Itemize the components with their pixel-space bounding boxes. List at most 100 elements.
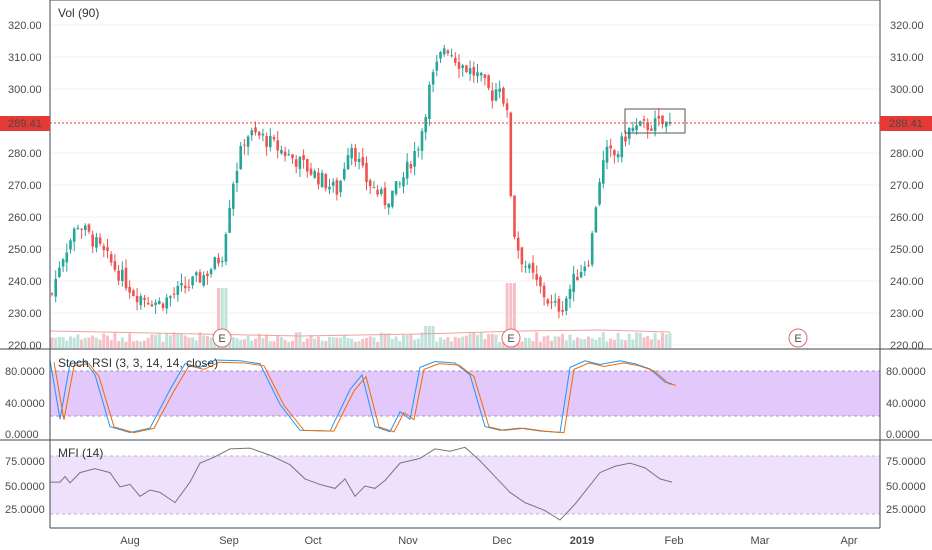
candle-body (84, 225, 87, 231)
volume-bar (631, 339, 635, 348)
candle-body (450, 55, 453, 57)
candle-body (428, 84, 431, 120)
volume-bar (601, 332, 605, 348)
candle-body (246, 136, 250, 147)
volume-bar (353, 341, 357, 348)
price-tick: 240.00 (8, 276, 42, 288)
candle-body (346, 155, 350, 170)
volume-bar (416, 338, 420, 348)
stoch-band (50, 371, 880, 416)
candle-body (91, 234, 94, 247)
volume-bar (72, 337, 76, 348)
time-label: Apr (840, 535, 857, 547)
candle-body (283, 151, 287, 157)
candle-body (398, 183, 402, 185)
time-label: Mar (751, 535, 770, 547)
volume-bar (50, 337, 54, 348)
candle-body (287, 154, 291, 156)
volume-bar (235, 338, 239, 348)
volume-bar (109, 339, 113, 348)
candle-body (491, 90, 494, 101)
candle-body (365, 162, 368, 183)
volume-bar (65, 340, 69, 348)
volume-bar (272, 341, 276, 348)
volume-bar (620, 339, 624, 348)
candle-body (590, 233, 594, 265)
volume-bar (657, 339, 661, 348)
volume-bar (627, 333, 631, 348)
candle-body (620, 136, 624, 158)
volume-bar (298, 332, 302, 348)
volume-bar (76, 334, 80, 348)
candle-body (80, 228, 83, 230)
volume-bar (128, 333, 132, 348)
volume-bar (431, 326, 435, 348)
earnings-marker-2[interactable]: E (501, 328, 521, 348)
stoch-tick: 0.0000 (5, 429, 39, 441)
candle-body (139, 296, 143, 306)
candle-body (124, 267, 128, 289)
volume-bar (146, 337, 150, 348)
earnings-marker-1[interactable]: E (212, 328, 232, 348)
volume-bar (546, 335, 550, 348)
price-tick: 270.00 (890, 180, 924, 192)
volume-bar (649, 339, 653, 348)
volume-bar (402, 335, 405, 348)
candle-body (483, 74, 487, 78)
volume-bar (383, 333, 387, 348)
candle-body (642, 119, 646, 121)
volume-bars (49, 283, 672, 348)
candle-body (317, 172, 320, 185)
candle-body (368, 180, 372, 187)
volume-bar (661, 332, 664, 348)
candle-body (639, 121, 642, 126)
candle-body (65, 252, 69, 263)
candlestick-series[interactable] (50, 44, 672, 319)
volume-bar (542, 336, 546, 348)
volume-bar (291, 341, 294, 348)
candle-body (616, 154, 620, 158)
candle-body (387, 203, 390, 208)
candle-body (206, 273, 209, 277)
svg-text:E: E (794, 333, 801, 345)
candle-body (280, 150, 283, 154)
candle-body (72, 228, 76, 242)
price-tick: 260.00 (8, 212, 42, 224)
stoch-d-line (53, 361, 677, 434)
candle-body (565, 298, 568, 311)
candle-body (357, 158, 361, 163)
volume-bar (339, 337, 343, 348)
time-label: Dec (492, 535, 512, 547)
volume-bar (435, 341, 439, 348)
candle-body (87, 224, 91, 232)
volume-bar (57, 337, 61, 348)
time-axis-labels[interactable]: Aug Sep Oct Nov Dec 2019 Feb Mar Apr (120, 535, 858, 547)
candle-body (572, 273, 575, 293)
volume-bar (524, 337, 528, 348)
volume-bar (598, 337, 602, 348)
price-tick: 320.00 (8, 20, 42, 32)
candle-body (76, 227, 80, 229)
candle-body (394, 181, 398, 194)
candle-body (605, 146, 609, 163)
volume-bar (635, 332, 639, 348)
svg-text:289.41: 289.41 (889, 118, 923, 130)
candle-body (109, 254, 113, 263)
volume-bar (54, 337, 58, 348)
volume-bar (94, 337, 98, 348)
selection-box[interactable] (624, 108, 686, 134)
candle-body (557, 298, 561, 312)
candle-body (479, 72, 483, 76)
volume-bar (579, 338, 583, 348)
volume-bar (294, 332, 298, 348)
volume-bar (509, 283, 513, 348)
earnings-marker-3[interactable]: E (788, 328, 808, 348)
candle-body (202, 275, 205, 286)
price-tick: 280.00 (890, 148, 924, 160)
volume-bar (250, 340, 254, 348)
volume-bar (439, 337, 442, 348)
svg-text:289.41: 289.41 (8, 118, 42, 130)
volume-bar (120, 337, 124, 348)
volume-bar (217, 288, 220, 348)
